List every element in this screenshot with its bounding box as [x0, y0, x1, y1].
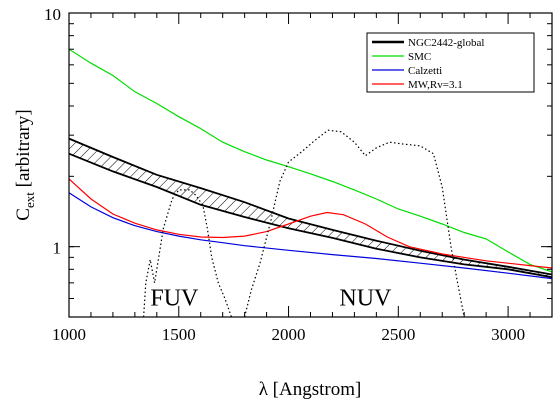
- axis-ticks: [68, 12, 553, 318]
- annotation-fuv: FUV: [150, 285, 199, 311]
- legend: NGC2442-global SMC Calzetti MW,Rv=3.1: [366, 32, 535, 93]
- legend-label-smc: SMC: [408, 51, 431, 63]
- x-tick-label-2000: 2000: [272, 325, 306, 344]
- series-fuv-filter-line: [143, 189, 233, 317]
- x-tick-label-2500: 2500: [381, 325, 415, 344]
- series-ngc2442-global-upper-line: [69, 137, 552, 276]
- series-ngc2442-global-lower-line: [69, 152, 552, 279]
- legend-label-mw-rv-3-1: MW,Rv=3.1: [408, 79, 463, 91]
- series-nuv-filter-line: [244, 129, 465, 317]
- x-tick-label-1000: 1000: [52, 325, 86, 344]
- series-smc-line: [69, 48, 552, 273]
- x-tick-label-3000: 3000: [491, 325, 525, 344]
- y-axis-title: Cext [arbitrary]: [13, 109, 37, 220]
- x-axis-title: λ [Angstrom]: [259, 379, 362, 400]
- legend-label-ngc2442-global: NGC2442-global: [408, 37, 484, 49]
- series-mw-rv-3-1-line: [69, 178, 552, 269]
- series-ngc2442-global-band: [69, 138, 552, 278]
- x-tick-label-1500: 1500: [162, 325, 196, 344]
- series-calzetti-line: [69, 192, 552, 280]
- annotation-nuv: NUV: [339, 285, 392, 311]
- axis-labels: 1000 1500 2000 2500 3000 1 10: [44, 5, 525, 344]
- annotation-layer: FUV NUV: [150, 285, 392, 311]
- plot-area: [69, 48, 552, 317]
- legend-label-calzetti: Calzetti: [408, 65, 442, 77]
- y-tick-label-10: 10: [44, 5, 61, 24]
- y-tick-label-1: 1: [53, 239, 62, 258]
